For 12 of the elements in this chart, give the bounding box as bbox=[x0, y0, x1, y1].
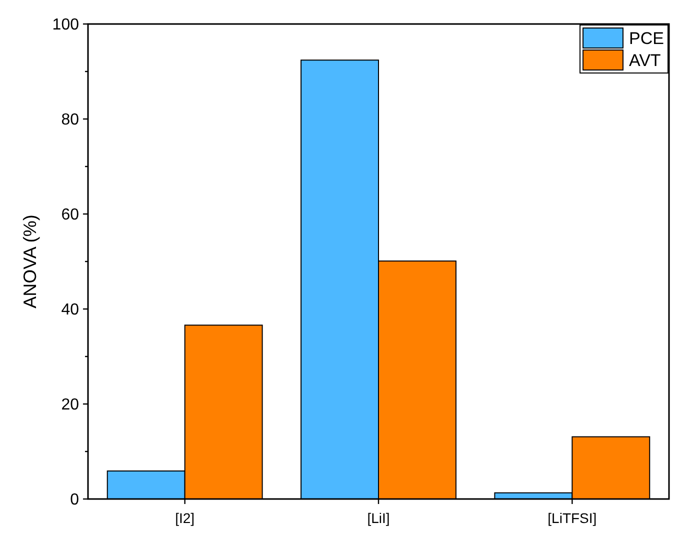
legend-label: AVT bbox=[629, 51, 661, 70]
x-tick-label: [I2] bbox=[175, 510, 195, 526]
x-tick-label: [LiI] bbox=[367, 510, 390, 526]
y-tick-label: 80 bbox=[61, 112, 80, 129]
x-tick-label: [LiTFSI] bbox=[548, 510, 597, 526]
legend-label: PCE bbox=[629, 29, 664, 48]
y-tick-label: 60 bbox=[61, 206, 80, 224]
y-tick-label: 40 bbox=[61, 302, 80, 319]
y-axis-title: ANOVA (%) bbox=[20, 214, 40, 308]
y-tick-label: 20 bbox=[61, 396, 80, 414]
y-tick-label: 0 bbox=[70, 492, 80, 509]
y-tick-label: 100 bbox=[52, 16, 80, 34]
